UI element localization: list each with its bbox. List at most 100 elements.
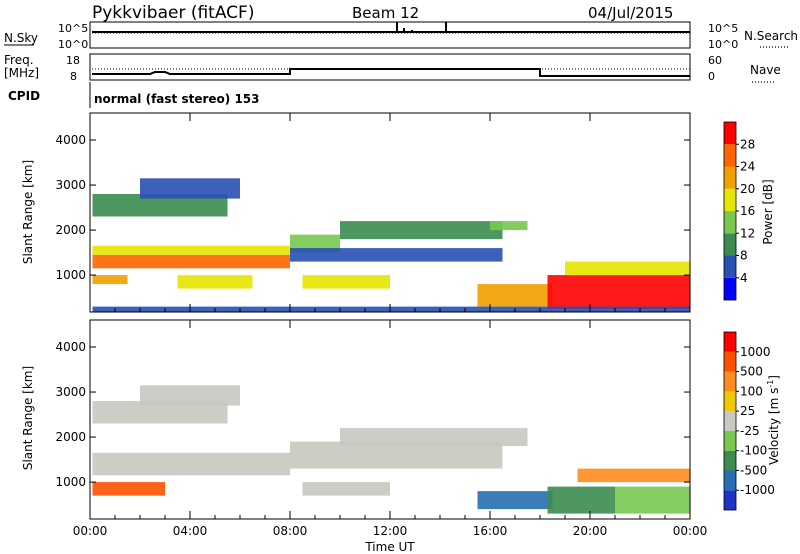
colorbar-segment xyxy=(724,351,736,372)
nave-tick-high: 60 xyxy=(708,54,722,67)
power-region-12 xyxy=(547,275,690,309)
y-tick-label: 4000 xyxy=(55,133,86,147)
freq-tick-high: 18 xyxy=(66,54,80,67)
velocity-colorbar: 1000 500 100 25 -25 -100 -500 -1000 xyxy=(723,331,775,511)
y-tick-label: 1000 xyxy=(55,475,86,489)
noise-tick-low-right: 10^0 xyxy=(708,38,738,51)
cpid-text: normal (fast stereo) 153 xyxy=(94,92,260,106)
y-tick-label: 3000 xyxy=(55,385,86,399)
colorbar-segment xyxy=(724,255,736,278)
power-region-14 xyxy=(92,306,690,312)
colorbar-segment xyxy=(724,166,736,189)
station-title: Pykkvibaer (fitACF) xyxy=(92,3,254,23)
noise-tick-low-left: 10^0 xyxy=(58,38,88,51)
colorbar-tick-label: 16 xyxy=(740,204,755,218)
y-tick-label: 1000 xyxy=(55,268,86,282)
velocity-ylabel: Slant Range [km] xyxy=(21,366,35,470)
colorbar-tick-label: 8 xyxy=(740,249,748,263)
power-colorbar-label: Power [dB] xyxy=(761,179,775,244)
velocity-panel: 4000 3000 2000 1000 00:00 04:00 08:00 12:00 16:… xyxy=(21,319,781,554)
velocity-region-1 xyxy=(92,401,228,424)
velocity-region-10 xyxy=(577,468,690,483)
colorbar-segment xyxy=(724,122,736,145)
velocity-colorbar-label: Velocity [m s-1] xyxy=(766,375,781,465)
colorbar-segment xyxy=(724,450,736,471)
power-region-5 xyxy=(177,275,253,289)
power-data-cells xyxy=(92,178,690,312)
colorbar-segment xyxy=(724,490,736,510)
colorbar-segment xyxy=(724,391,736,412)
power-region-8 xyxy=(340,221,503,240)
date-label: 04/Jul/2015 xyxy=(588,4,673,22)
velocity-region-5 xyxy=(340,428,528,447)
y-tick-label: 3000 xyxy=(55,178,86,192)
x-tick-label: 20:00 xyxy=(573,524,608,538)
colorbar-tick-label: 100 xyxy=(740,384,763,398)
nave-label: Nave xyxy=(750,63,781,77)
freq-tick-low: 8 xyxy=(70,70,77,83)
nave-tick-low: 0 xyxy=(708,70,715,83)
velocity-x-ticks: 00:00 04:00 08:00 12:00 16:00 20:00 00:00 xyxy=(73,320,708,538)
velocity-region-2 xyxy=(140,385,240,406)
colorbar-tick-label: 500 xyxy=(740,365,763,379)
noise-tick-high-left: 10^5 xyxy=(58,22,88,35)
velocity-region-9 xyxy=(615,486,690,514)
velocity-region-3 xyxy=(92,482,165,496)
x-tick-label: 04:00 xyxy=(173,524,208,538)
colorbar-tick-label: 4 xyxy=(740,271,748,285)
power-x-ticks xyxy=(89,113,691,312)
power-region-7 xyxy=(290,248,503,262)
colorbar-tick-label: 1000 xyxy=(740,345,771,359)
y-tick-label: 4000 xyxy=(55,340,86,354)
y-tick-label: 2000 xyxy=(55,223,86,237)
colorbar-tick-label: 25 xyxy=(740,404,755,418)
colorbar-segment xyxy=(724,371,736,392)
power-panel: 4000 3000 2000 1000 Slant Range [km] 28 24 20… xyxy=(21,112,775,313)
power-region-13 xyxy=(565,261,690,276)
power-region-3 xyxy=(140,178,240,199)
power-region-4 xyxy=(92,275,128,285)
x-axis-label: Time UT xyxy=(364,540,415,554)
colorbar-tick-label: -1000 xyxy=(740,483,775,497)
noise-tick-high-right: 10^5 xyxy=(708,22,738,35)
colorbar-tick-label: -100 xyxy=(740,444,767,458)
colorbar-segment xyxy=(724,277,736,301)
power-ylabel: Slant Range [km] xyxy=(21,160,35,264)
colorbar-tick-label: 20 xyxy=(740,182,755,196)
power-region-2 xyxy=(92,194,228,217)
colorbar-segment xyxy=(724,411,736,431)
colorbar-segment xyxy=(724,470,736,491)
colorbar-tick-label: -25 xyxy=(740,424,760,438)
colorbar-segment xyxy=(724,188,736,212)
colorbar-tick-label: 28 xyxy=(740,137,755,151)
velocity-region-6 xyxy=(302,482,390,496)
power-region-11 xyxy=(477,284,553,307)
x-tick-label: 00:00 xyxy=(73,524,108,538)
colorbar-tick-label: 12 xyxy=(740,226,755,240)
power-colorbar: 28 24 20 16 12 8 4 xyxy=(723,121,755,301)
x-tick-label: 00:00 xyxy=(673,524,708,538)
power-region-10 xyxy=(302,275,390,289)
x-tick-label: 12:00 xyxy=(373,524,408,538)
velocity-region-7 xyxy=(477,491,553,510)
beam-label: Beam 12 xyxy=(352,4,419,22)
velocity-region-8 xyxy=(547,486,615,514)
colorbar-segment xyxy=(724,211,736,234)
colorbar-tick-label: 24 xyxy=(740,160,755,174)
power-region-1 xyxy=(92,245,290,255)
x-tick-label: 08:00 xyxy=(273,524,308,538)
power-region-0 xyxy=(92,254,290,269)
frequency-panel: Freq. [MHz] 18 8 60 0 Nave xyxy=(4,53,781,83)
freq-label-line1: Freq. xyxy=(4,53,34,67)
colorbar-segment xyxy=(724,430,736,451)
freq-label-line2: [MHz] xyxy=(4,66,39,80)
cpid-label: CPID xyxy=(8,89,40,103)
noise-spikes xyxy=(396,22,447,32)
x-tick-label: 16:00 xyxy=(473,524,508,538)
power-region-9 xyxy=(490,221,528,231)
y-tick-label: 2000 xyxy=(55,430,86,444)
colorbar-frame xyxy=(723,331,737,511)
cpid-row: CPID normal (fast stereo) 153 xyxy=(8,82,260,108)
colorbar-segment xyxy=(724,144,736,167)
